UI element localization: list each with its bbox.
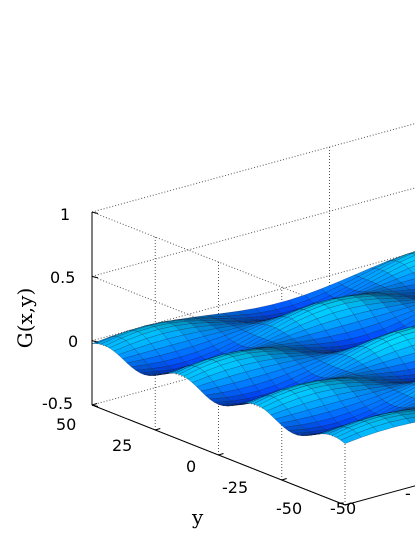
y-tick-50: 50 — [56, 415, 76, 434]
y-tick-mark-1 — [155, 428, 161, 431]
z-tick-mark-0 — [91, 211, 99, 214]
y-tick-neg25: -25 — [222, 478, 248, 497]
y-tick-mark-3 — [281, 478, 287, 481]
z-tick-mark-3 — [91, 404, 99, 407]
y-axis-label: y — [191, 505, 204, 529]
y-tick-mark-0 — [91, 403, 98, 406]
y-tick-mark-2 — [218, 453, 224, 456]
z-tick-mark-1 — [91, 275, 99, 279]
y-tick-mark-4 — [344, 503, 351, 506]
z-tick-1: 1 — [60, 205, 70, 224]
grid-left-z-0 — [91, 123, 415, 213]
z-axis-label: G(x,y) — [13, 288, 37, 349]
z-tick-0: 0 — [68, 332, 78, 351]
y-tick-0: 0 — [186, 457, 196, 476]
y-tick-neg50: -50 — [276, 499, 302, 518]
surface-cell — [340, 432, 362, 444]
surface-mesh — [91, 251, 415, 444]
z-tick-neg0.5: -0.5 — [42, 394, 73, 413]
grid-back-z-1 — [91, 275, 346, 377]
x-tick-partial: - — [405, 484, 411, 503]
grid-left-z-1 — [91, 187, 415, 277]
z-tick-mark-2 — [91, 340, 99, 343]
y-tick-25: 25 — [112, 436, 132, 455]
axes-lines — [91, 211, 415, 506]
z-tick-0.5: 0.5 — [50, 268, 75, 287]
grid-back-z-0 — [91, 211, 346, 313]
x-tick-neg50: -50 — [330, 499, 356, 518]
